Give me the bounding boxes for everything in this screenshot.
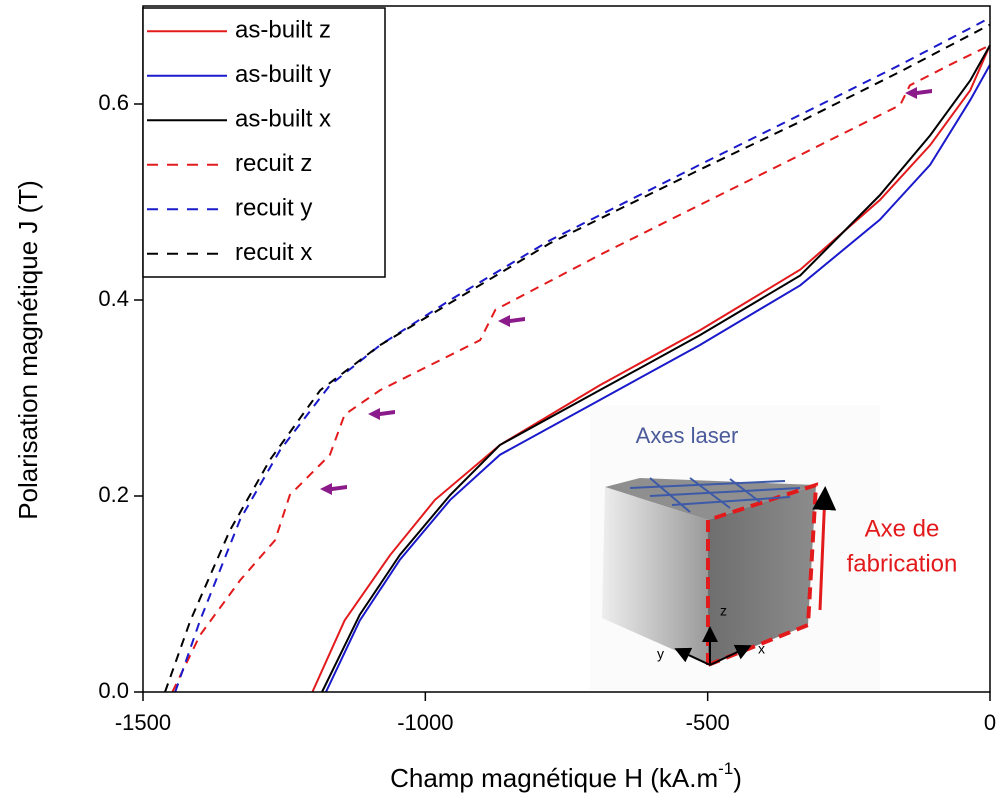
y-axis-label: Polarisation magnétique J (T) [13, 180, 43, 520]
legend-box [142, 7, 386, 278]
legend-label: as-built x [235, 106, 331, 133]
legend: as-built z as-built y as-built x recuit z re… [142, 7, 386, 278]
cube-edges [706, 482, 819, 667]
axis-letter: y [657, 646, 664, 662]
series-line [171, 44, 991, 693]
legend-label: as-built z [235, 17, 331, 44]
x-arrow [709, 644, 752, 666]
x-label-suffix: ) [733, 763, 742, 793]
y-tick-label: 0.6 [98, 90, 129, 115]
plot-frame [142, 5, 991, 693]
series-line [174, 16, 991, 693]
series-line [325, 64, 991, 693]
build-axis-label: fabrication [847, 550, 958, 577]
x-tick-label: 0 [984, 710, 996, 735]
series-line [311, 44, 991, 693]
legend-label: recuit z [235, 150, 312, 177]
build-arrow [812, 486, 837, 611]
series-line [321, 44, 991, 693]
x-label-sup: -1 [718, 759, 733, 778]
legend-label: as-built y [235, 61, 331, 88]
axis-letter: x [758, 641, 765, 657]
x-label-text: Champ magnétique H (kA.m [390, 763, 718, 793]
x-tick-label: -1000 [397, 710, 453, 735]
axis-letter: z [720, 603, 727, 619]
cube-left [602, 487, 708, 665]
legend-label: recuit x [235, 239, 312, 266]
laser-grid [629, 477, 801, 513]
inset: Axes laser Axe de fabrication z y x [590, 405, 957, 690]
y-tick-label: 0.0 [98, 678, 129, 703]
cube-top [605, 478, 816, 520]
x-axis-label: Champ magnétique H (kA.m-1) [390, 759, 742, 792]
x-tick-label: -500 [686, 710, 730, 735]
y-arrow [674, 647, 711, 666]
legend-label: recuit y [235, 195, 312, 222]
y-tick-label: 0.2 [98, 482, 129, 507]
x-tick-label: -1500 [115, 710, 171, 735]
y-tick-label: 0.4 [98, 286, 129, 311]
inset-title: Axes laser [636, 423, 739, 448]
build-axis-label: Axe de [865, 515, 940, 542]
cube-right [708, 485, 816, 665]
arrows [320, 87, 932, 495]
